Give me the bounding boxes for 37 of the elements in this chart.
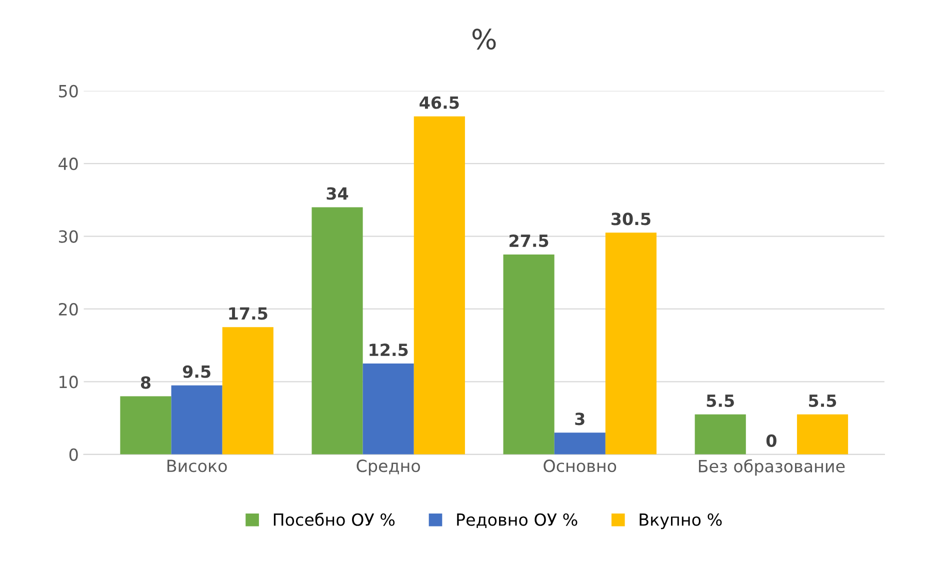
y-tick-label: 10 xyxy=(60,376,78,388)
data-label: 5.5 xyxy=(706,394,734,408)
data-label: 46.5 xyxy=(420,96,459,109)
y-tick-label: 30 xyxy=(58,230,78,243)
bar xyxy=(171,385,222,454)
bar xyxy=(694,414,746,454)
data-label: 0 xyxy=(766,434,776,448)
x-tick-label: Без образование xyxy=(698,459,845,476)
bar xyxy=(503,254,554,454)
data-label: 34 xyxy=(326,187,348,200)
bar xyxy=(414,116,465,454)
y-tick-label: 20 xyxy=(58,302,78,316)
chart-title: % xyxy=(472,28,496,50)
legend-label: Посебно ОУ % xyxy=(274,512,395,526)
data-label: 27.5 xyxy=(510,234,548,248)
x-tick-label: Високо xyxy=(167,460,227,472)
legend-label: Вкупно % xyxy=(640,513,722,530)
data-label: 5.5 xyxy=(809,394,836,408)
data-label: 8 xyxy=(140,376,150,389)
y-tick-label: 40 xyxy=(58,158,78,170)
y-tick-label: 50 xyxy=(59,84,78,98)
bar xyxy=(312,207,363,454)
data-label: 3 xyxy=(575,412,584,426)
x-tick-label: Средно xyxy=(356,460,420,476)
y-tick-label: 0 xyxy=(69,448,78,461)
data-label: 12.5 xyxy=(370,344,408,356)
legend-label: Редовно ОУ % xyxy=(457,513,578,528)
bar xyxy=(605,232,657,454)
bar xyxy=(222,327,274,454)
bar xyxy=(554,432,606,454)
x-tick-label: Основно xyxy=(544,460,616,472)
bar xyxy=(796,414,848,454)
data-label: 9.5 xyxy=(182,365,210,378)
bar xyxy=(362,364,414,454)
data-label: 17.5 xyxy=(229,307,268,320)
data-label: 30.5 xyxy=(612,212,650,226)
bar xyxy=(120,396,172,454)
